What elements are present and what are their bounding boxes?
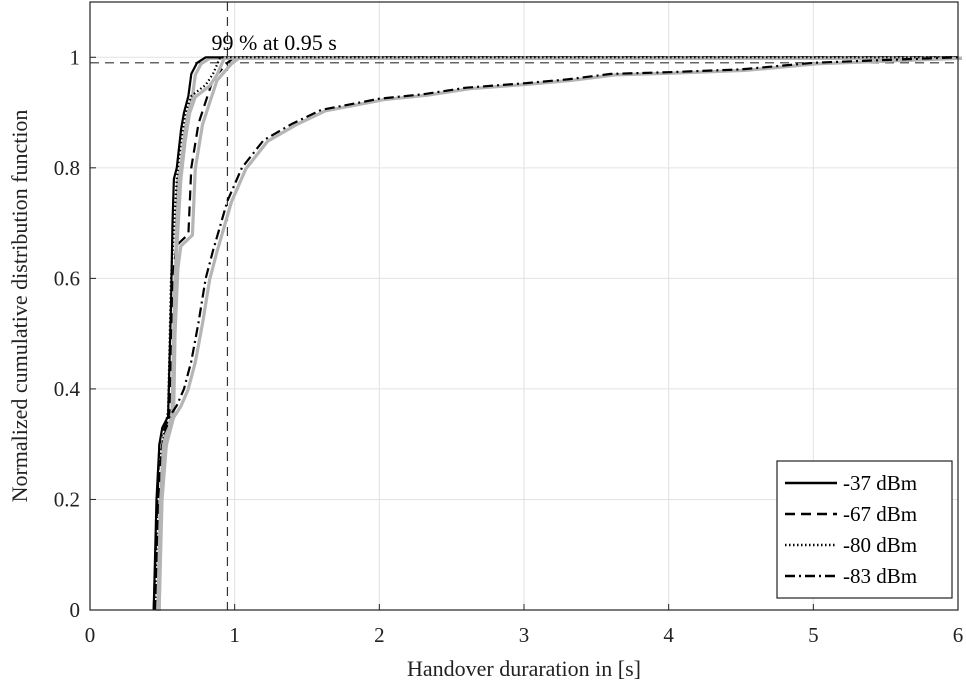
y-axis-title: Normalized cumulative distribution funct… [7,110,32,503]
plot-frame [89,1,959,611]
y-tick-label: 1 [70,45,81,69]
legend-label: -80 dBm [843,533,917,557]
legend-label: -67 dBm [843,502,917,526]
series-lines [152,56,963,612]
y-tick-label: 0.6 [54,266,80,290]
x-tick-label: 6 [953,623,964,647]
x-axis-title: Handover duraration in [s] [407,656,641,681]
x-tick-label: 0 [85,623,96,647]
y-tick-label: 0.2 [54,487,80,511]
x-tick-label: 1 [229,623,240,647]
y-tick-label: 0 [70,598,81,622]
legend: -37 dBm -67 dBm -80 dBm -83 dBm [776,460,953,599]
x-tick-label: 4 [663,623,674,647]
x-tick-label: 3 [519,623,530,647]
y-tick-label: 0.4 [54,377,81,401]
series-line [154,56,958,611]
series-shadow-line [156,56,963,612]
x-tick-label: 5 [808,623,819,647]
series-line [152,56,959,611]
legend-label: -37 dBm [843,471,917,495]
annotation-label: 99 % at 0.95 s [212,30,337,55]
x-tick-label: 2 [374,623,385,647]
y-tick-label: 0.8 [54,156,80,180]
tick-labels: 0 1 2 3 4 5 6 0 0.2 0.4 0.6 0.8 1 [54,45,964,647]
legend-label: -83 dBm [843,564,917,588]
series-shadow-line [157,56,962,612]
